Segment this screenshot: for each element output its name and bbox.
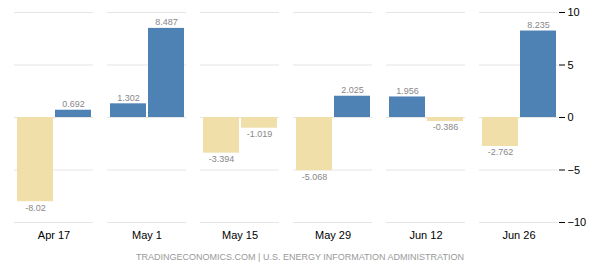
svg-text:1.302: 1.302 xyxy=(117,93,140,103)
svg-text:-2.762: -2.762 xyxy=(488,147,514,157)
svg-text:-8.02: -8.02 xyxy=(25,203,46,213)
svg-text:Apr 17: Apr 17 xyxy=(38,229,70,241)
svg-text:-1.019: -1.019 xyxy=(247,129,273,139)
svg-text:1.956: 1.956 xyxy=(396,86,419,96)
svg-text:2.025: 2.025 xyxy=(341,85,364,95)
svg-text:Jun 12: Jun 12 xyxy=(409,229,442,241)
svg-text:0: 0 xyxy=(568,111,574,123)
svg-text:-0.386: -0.386 xyxy=(433,122,459,132)
svg-text:−5: −5 xyxy=(568,164,581,176)
html-text:TRADINGECONOMICS.COM | U.S. EN: TRADINGECONOMICS.COM | U.S. ENERGY INFOR… xyxy=(136,252,464,262)
svg-text:Jun 26: Jun 26 xyxy=(502,229,535,241)
svg-text:-5.068: -5.068 xyxy=(302,172,328,182)
svg-text:-3.394: -3.394 xyxy=(209,154,235,164)
svg-text:May 1: May 1 xyxy=(132,229,162,241)
svg-text:−10: −10 xyxy=(568,216,587,228)
svg-text:5: 5 xyxy=(568,59,574,71)
svg-text:May 15: May 15 xyxy=(222,229,258,241)
svg-text:May 29: May 29 xyxy=(315,229,351,241)
svg-text:8.487: 8.487 xyxy=(155,17,178,27)
svg-text:10: 10 xyxy=(568,6,580,18)
svg-text:8.235: 8.235 xyxy=(527,20,550,30)
svg-text:0.692: 0.692 xyxy=(62,99,85,109)
